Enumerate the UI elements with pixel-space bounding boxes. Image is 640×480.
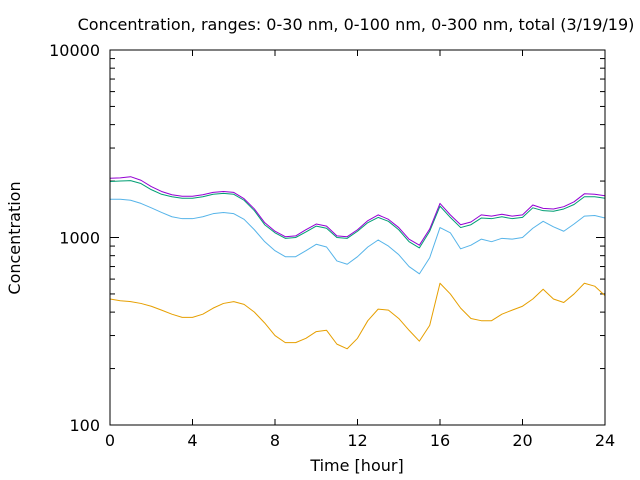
x-tick-label: 4 bbox=[187, 431, 197, 450]
series-line-3 bbox=[109, 180, 606, 249]
y-tick-label: 100 bbox=[69, 416, 100, 435]
series-lines bbox=[109, 176, 606, 350]
chart-title: Concentration, ranges: 0-30 nm, 0-100 nm… bbox=[78, 15, 635, 34]
x-tick-label: 0 bbox=[105, 431, 115, 450]
x-tick-label: 8 bbox=[270, 431, 280, 450]
y-tick-label: 1000 bbox=[59, 229, 100, 248]
plot-frame bbox=[109, 49, 606, 426]
x-tick-label: 12 bbox=[347, 431, 367, 450]
axis-ticks bbox=[109, 49, 606, 426]
series-line-1 bbox=[109, 282, 606, 350]
x-tick-label: 16 bbox=[430, 431, 450, 450]
series-line-2 bbox=[110, 198, 606, 275]
x-axis-label: Time [hour] bbox=[309, 456, 403, 475]
x-tick-label: 24 bbox=[595, 431, 615, 450]
x-tick-label: 20 bbox=[512, 431, 532, 450]
series-line-4 bbox=[109, 176, 606, 246]
axis-tick-labels: 0 4 8 12 16 20 24 100 1000 10000 bbox=[49, 41, 615, 450]
y-tick-label: 10000 bbox=[49, 41, 100, 60]
y-axis-label: Concentration bbox=[5, 181, 24, 294]
